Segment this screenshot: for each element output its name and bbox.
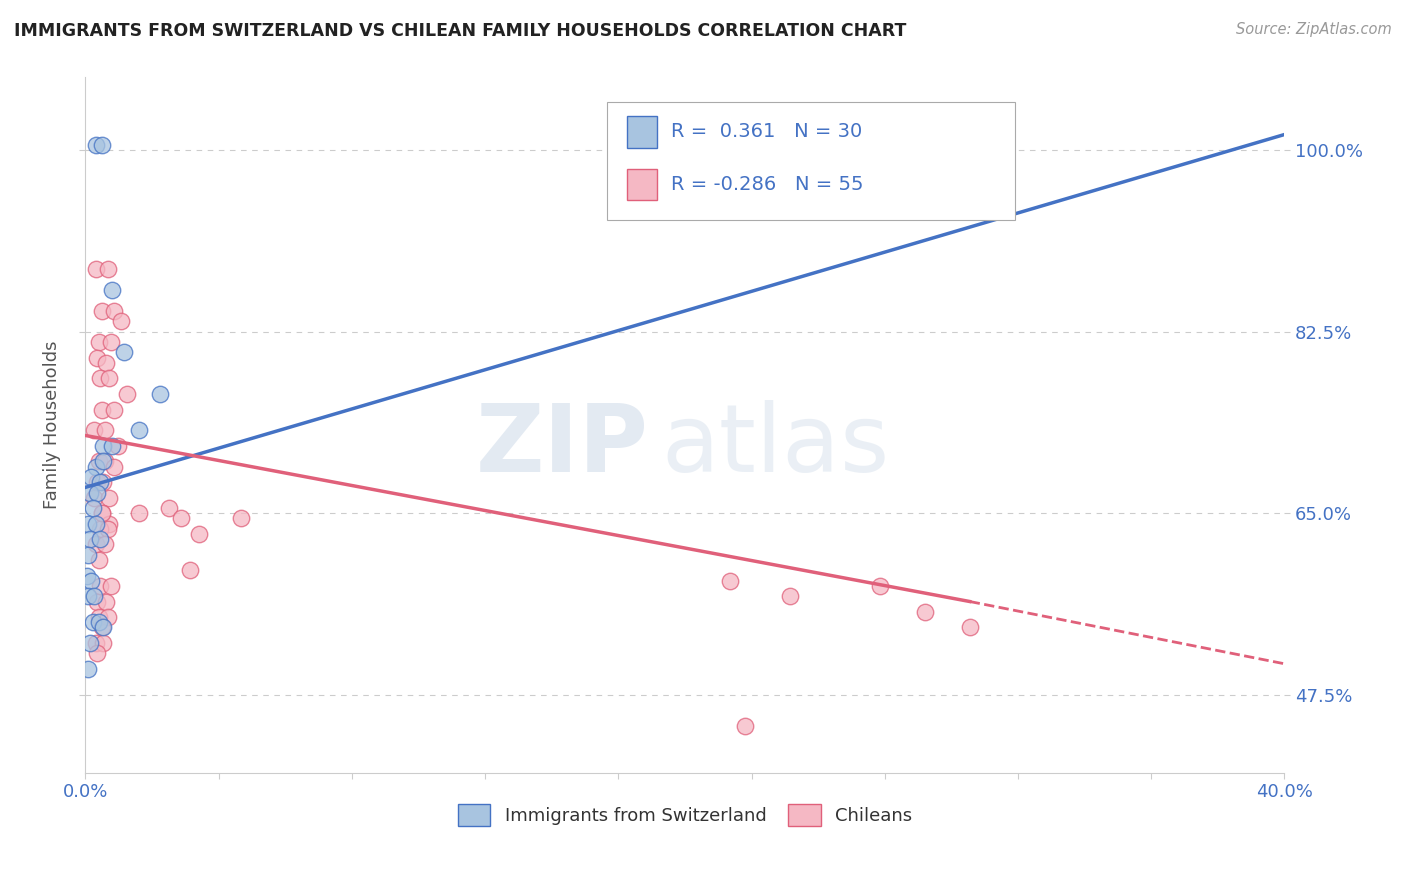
Bar [627,169,658,200]
Point [84,636,107,650]
Point [90,506,112,520]
Point [77,662,100,676]
Point [86,647,108,661]
Point [869,579,891,593]
Point [77,590,100,604]
Point [87,553,110,567]
Point [718,574,741,588]
Point [110,314,132,328]
Point [149,387,172,401]
Point [94,454,117,468]
Point [83,491,105,505]
Point [94,423,117,437]
Point [97,522,120,536]
Point [101,283,124,297]
Point [86,475,108,490]
Point [86,485,108,500]
Text: Source: ZipAtlas.com: Source: ZipAtlas.com [1236,22,1392,37]
Point [103,402,125,417]
Point [84,516,107,531]
Point [100,579,122,593]
Point [179,563,201,577]
Point [93,454,115,468]
Point [103,459,125,474]
Point [80,470,103,484]
Point [89,533,111,547]
Point [94,537,117,551]
Point [84,459,107,474]
Point [90,137,112,152]
Point [128,423,150,437]
Point [87,454,110,468]
Point [914,605,936,619]
Point [93,620,115,634]
Point [84,262,107,277]
Point [84,137,107,152]
Point [779,590,801,604]
Y-axis label: Family Households: Family Households [44,341,60,509]
Point [87,334,110,349]
Point [93,475,115,490]
Text: R = -0.286   N = 55: R = -0.286 N = 55 [671,175,863,194]
Point [90,402,112,417]
Point [100,334,122,349]
Point [96,356,118,370]
Point [90,620,112,634]
Point [97,262,120,277]
Text: ZIP: ZIP [477,400,650,492]
Point [80,574,103,588]
Point [89,475,111,490]
Point [101,439,124,453]
Point [79,636,101,650]
Point [98,491,121,505]
Point [79,533,101,547]
Legend: Immigrants from Switzerland, Chileans: Immigrants from Switzerland, Chileans [450,797,920,833]
Point [157,501,180,516]
Point [103,304,125,318]
Point [77,516,100,531]
Point [96,594,118,608]
Point [86,351,108,365]
Point [90,506,112,520]
Point [188,527,211,541]
Point [84,537,107,551]
Point [90,304,112,318]
Bar [627,116,658,147]
Point [82,501,104,516]
Point [82,615,104,630]
Point [89,371,111,385]
Point [89,522,111,536]
Point [734,719,756,733]
Point [97,610,120,624]
Point [79,485,101,500]
Point [107,439,129,453]
Point [89,579,111,593]
Point [988,137,1011,152]
Point [76,568,98,582]
Point [112,345,135,359]
Point [98,516,121,531]
Point [93,439,115,453]
Point [231,511,253,525]
Point [77,548,100,562]
Point [98,371,121,385]
Point [87,610,110,624]
Point [86,594,108,608]
Point [93,636,115,650]
Point [959,620,981,634]
Text: R =  0.361   N = 30: R = 0.361 N = 30 [671,122,862,142]
Point [128,506,150,520]
Point [87,615,110,630]
Point [117,387,139,401]
Point [83,590,105,604]
Text: atlas: atlas [661,400,889,492]
Point [83,423,105,437]
FancyBboxPatch shape [607,102,1015,220]
Point [170,511,193,525]
Text: IMMIGRANTS FROM SWITZERLAND VS CHILEAN FAMILY HOUSEHOLDS CORRELATION CHART: IMMIGRANTS FROM SWITZERLAND VS CHILEAN F… [14,22,907,40]
